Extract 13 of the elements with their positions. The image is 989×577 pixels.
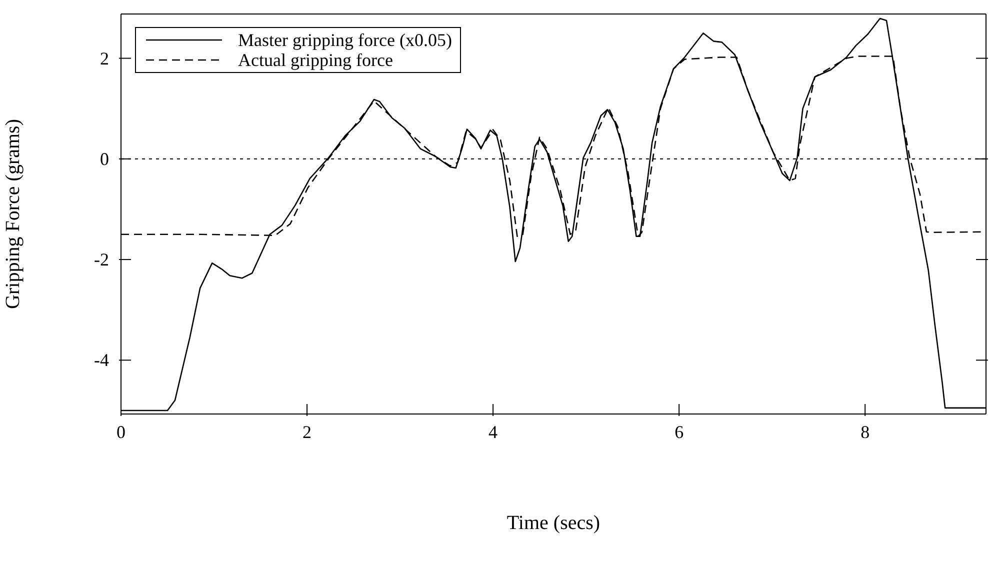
x-tick-label: 2 <box>302 422 312 442</box>
x-tick-label: 8 <box>860 422 870 442</box>
x-axis-title: Time (secs) <box>506 512 600 534</box>
y-tick-label: -4 <box>94 350 109 370</box>
y-tick-label: 2 <box>100 48 109 68</box>
legend-label: Actual gripping force <box>238 50 393 70</box>
y-tick-label: 0 <box>100 148 109 169</box>
x-tick-label: 0 <box>116 422 126 442</box>
x-tick-label: 4 <box>488 422 498 442</box>
legend-label: Master gripping force (x0.05) <box>238 30 452 50</box>
y-tick-label: -2 <box>94 250 109 270</box>
x-tick-label: 6 <box>674 422 684 442</box>
y-axis-title: Gripping Force (grams) <box>2 119 24 309</box>
